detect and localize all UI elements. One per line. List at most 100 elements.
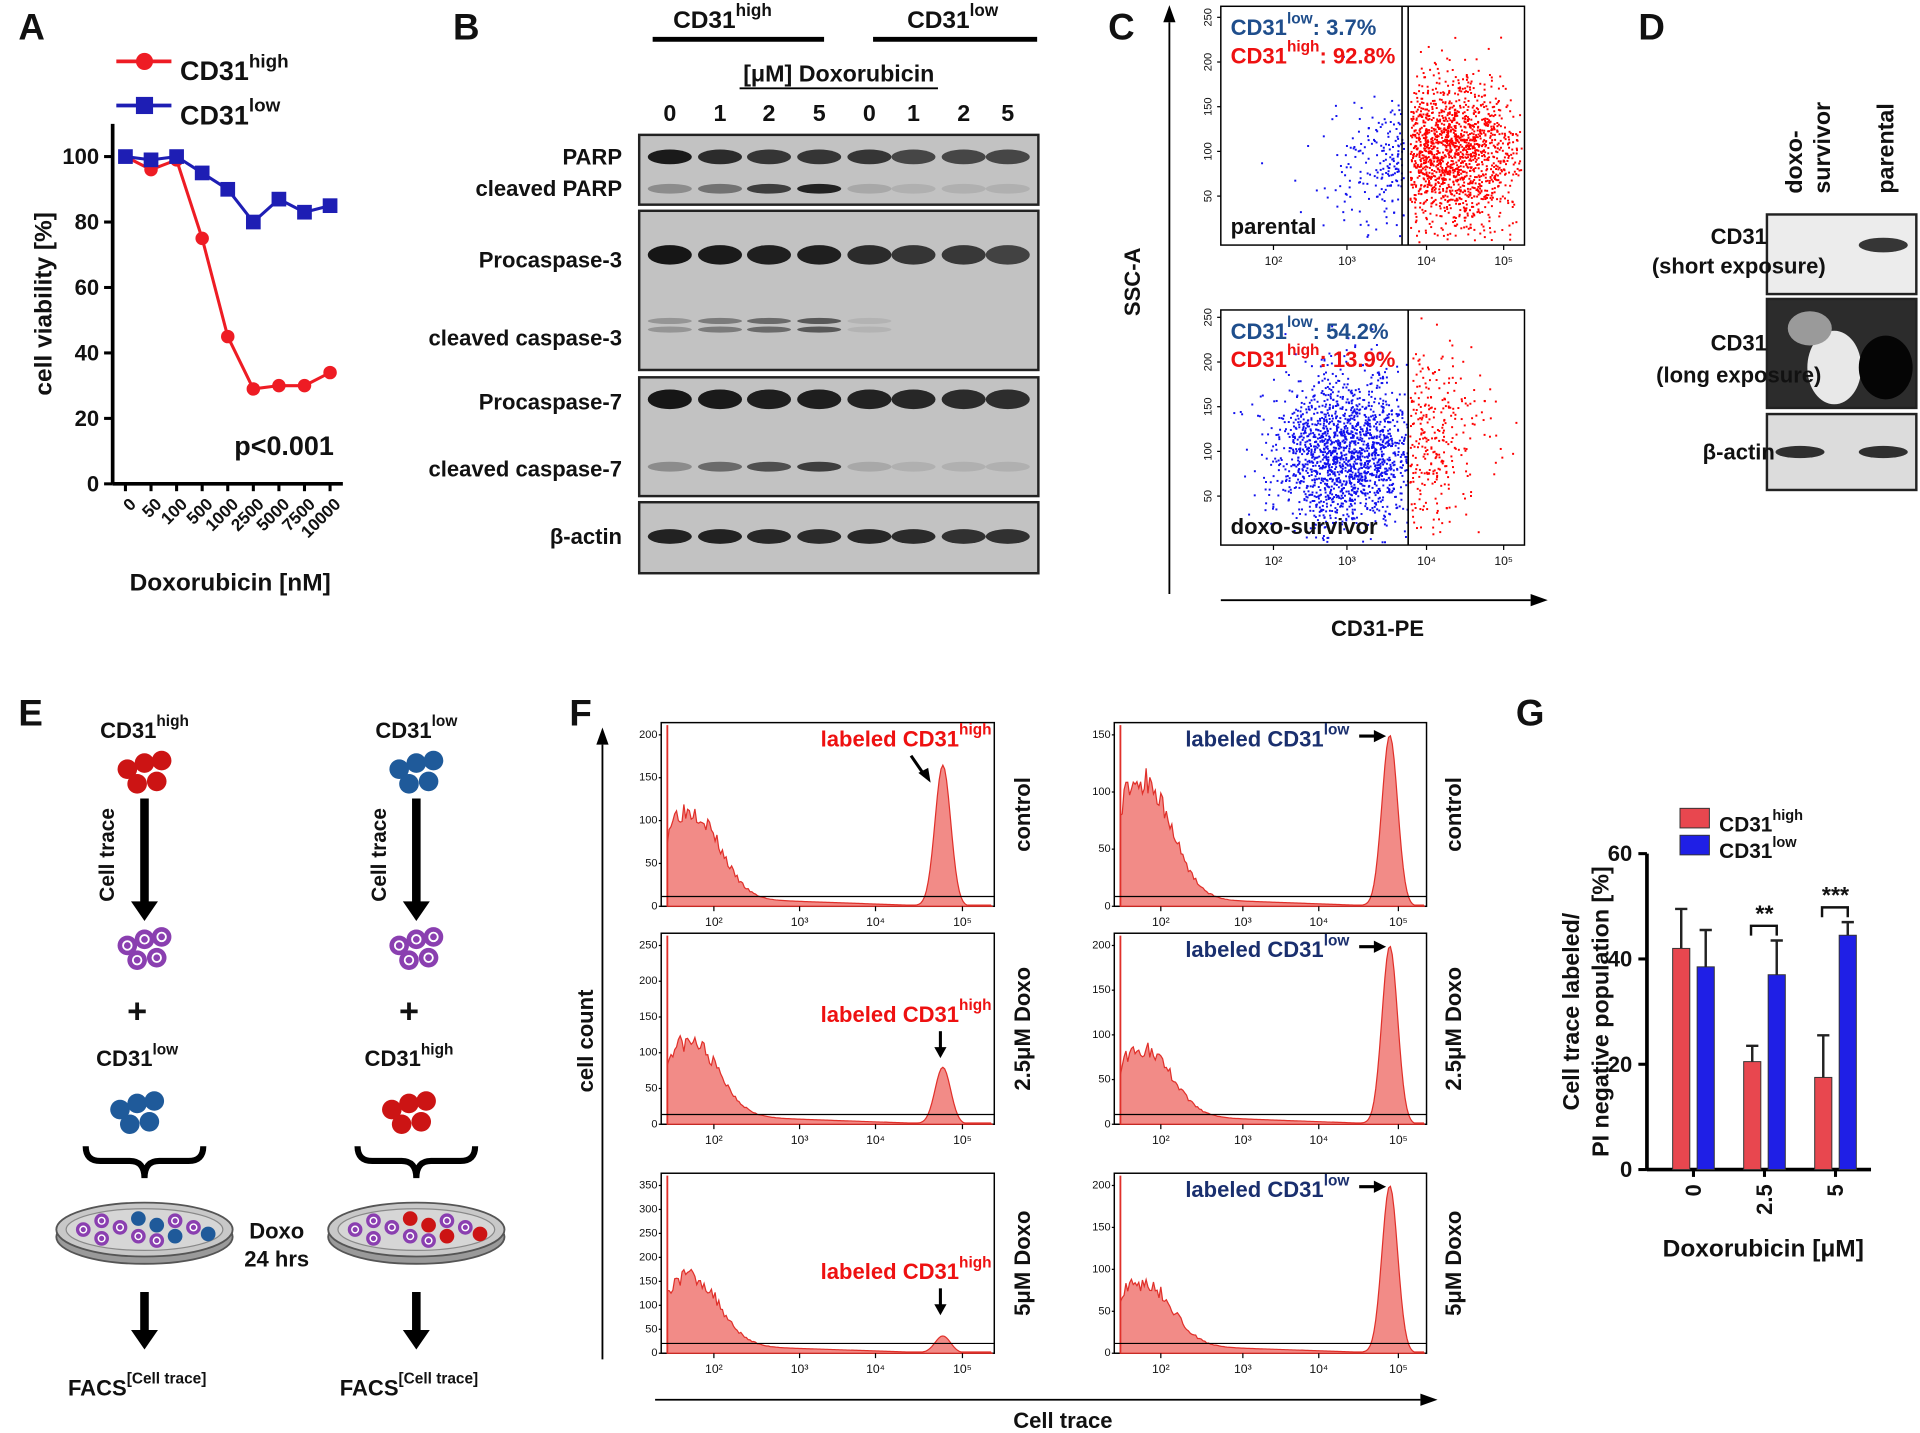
flow-dot: [1477, 143, 1480, 146]
flow-dot: [1472, 212, 1475, 215]
flow-dot: [1444, 144, 1446, 147]
flow-dot: [1511, 134, 1514, 136]
flow-dot: [1375, 484, 1378, 487]
flow-dot: [1273, 400, 1276, 403]
panel-label: F: [569, 692, 591, 733]
flow-dot: [1324, 463, 1327, 466]
flow-dot: [1444, 209, 1446, 212]
flow-dot: [1479, 374, 1482, 377]
flow-dot: [1488, 435, 1491, 438]
flow-dot: [1317, 375, 1320, 378]
flow-dot: [1275, 460, 1278, 463]
blot-band: [697, 245, 743, 265]
flow-dot: [1479, 192, 1482, 195]
y-tick-label: 50: [1098, 1305, 1110, 1317]
flow-dot: [1470, 166, 1473, 169]
flow-dot: [1391, 158, 1394, 161]
flow-dot: [1450, 126, 1453, 129]
flow-dot: [1482, 150, 1484, 153]
flow-dot: [1443, 123, 1446, 126]
flow-dot: [1396, 420, 1399, 423]
flow-dot: [1357, 487, 1360, 490]
flow-dot: [1350, 389, 1353, 392]
flow-dot: [1402, 440, 1405, 442]
flow-dot: [1372, 509, 1375, 512]
flow-dot: [1440, 157, 1443, 160]
flow-dot: [1338, 456, 1341, 459]
y-tick-label: 40: [1608, 946, 1633, 971]
flow-dot: [1352, 522, 1355, 525]
flow-dot: [1452, 181, 1455, 184]
flow-dot: [1464, 58, 1467, 61]
flow-dot: [1419, 131, 1422, 134]
flow-dot: [1384, 188, 1387, 191]
flow-dot: [1316, 437, 1319, 440]
flow-dot: [1361, 479, 1364, 482]
flow-dot: [1491, 133, 1494, 136]
flow-dot: [1379, 473, 1382, 476]
flow-dot: [1404, 433, 1407, 436]
flow-dot: [1443, 92, 1446, 95]
flow-dot: [1330, 466, 1333, 469]
flow-dot: [1487, 159, 1490, 162]
flow-dot: [1310, 406, 1313, 409]
flow-dot: [1345, 360, 1348, 363]
flow-dot: [1370, 376, 1373, 379]
arrow-head: [402, 901, 430, 921]
flow-dot: [1352, 517, 1355, 520]
cell: [151, 927, 172, 947]
flow-dot: [1391, 489, 1394, 492]
flow-dot: [1512, 152, 1515, 155]
flow-dot: [1375, 426, 1378, 429]
flow-dot: [1341, 406, 1344, 409]
flow-dot: [1388, 432, 1391, 435]
flow-dot: [1496, 179, 1499, 182]
flow-dot: [1367, 470, 1370, 473]
flow-dot: [1397, 161, 1400, 164]
blot-band: [891, 183, 936, 194]
flow-dot: [1422, 437, 1425, 440]
flow-dot: [1381, 541, 1384, 544]
flow-dot: [1321, 504, 1324, 507]
flow-dot: [1438, 453, 1441, 456]
flow-dot: [1413, 183, 1416, 186]
flow-dot: [1412, 112, 1415, 115]
flow-dot: [1459, 202, 1462, 205]
flow-dot: [1299, 380, 1302, 383]
flow-dot: [1362, 182, 1365, 185]
flow-dot: [1432, 416, 1435, 419]
flow-dot: [1462, 153, 1465, 156]
cell: [406, 753, 427, 773]
flow-dot: [1336, 503, 1339, 506]
flow-dot: [1433, 188, 1436, 191]
x-tick-label: 10⁵: [1494, 554, 1513, 568]
flow-dot: [1473, 423, 1476, 426]
flow-dot: [1400, 460, 1403, 463]
flow-dot: [1412, 155, 1415, 158]
cell-label-ring: [97, 1216, 106, 1225]
flow-dot: [1453, 109, 1456, 112]
flow-dot: [1345, 481, 1348, 484]
flow-dot: [1290, 491, 1292, 494]
flow-dot: [1378, 479, 1381, 482]
flow-dot: [1384, 420, 1386, 423]
legend-marker: [135, 52, 154, 70]
flow-dot: [1323, 439, 1326, 442]
flow-dot: [1487, 213, 1490, 216]
flow-dot: [1387, 135, 1390, 138]
flow-dot: [1434, 124, 1437, 127]
flow-dot: [1476, 211, 1479, 214]
flow-dot: [1329, 469, 1332, 472]
flow-dot: [1334, 461, 1337, 464]
flow-dot: [1413, 152, 1416, 155]
flow-dot: [1427, 144, 1429, 147]
flow-dot: [1475, 143, 1478, 146]
flow-dot: [1337, 440, 1340, 443]
flow-dot: [1318, 405, 1321, 408]
flow-dot: [1351, 431, 1354, 434]
flow-dot: [1399, 409, 1402, 412]
flow-dot: [1490, 198, 1493, 201]
peak-label: labeled CD31high: [821, 997, 992, 1027]
peak-label: labeled CD31low: [1185, 721, 1350, 751]
flow-dot: [1340, 497, 1343, 500]
